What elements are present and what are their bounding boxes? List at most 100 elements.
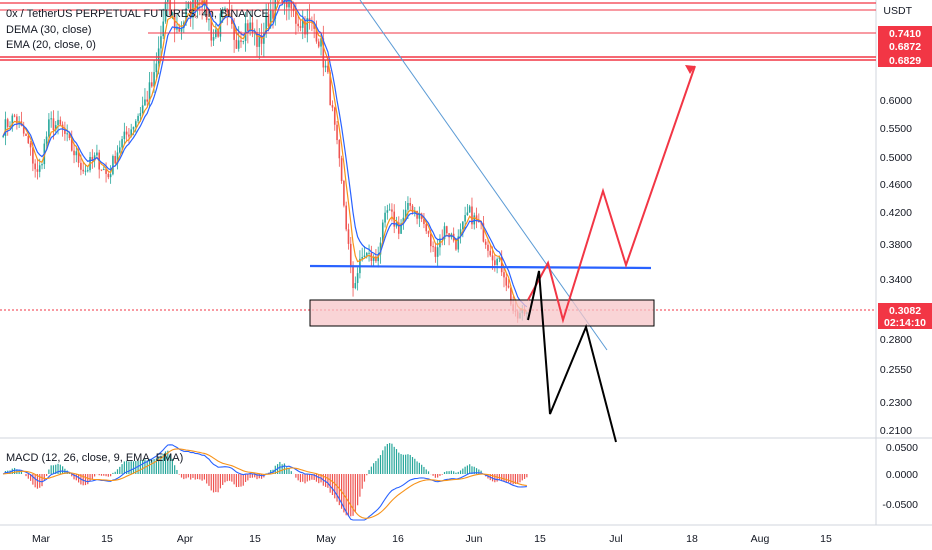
macd-tick: -0.0500 <box>882 499 918 511</box>
indicator-ema-label[interactable]: EMA (20, close, 0) <box>6 39 96 51</box>
candle-body <box>128 134 130 137</box>
candle-body <box>2 135 4 137</box>
candle-body <box>345 205 347 230</box>
candle-body <box>306 18 309 35</box>
candle-body <box>118 147 121 153</box>
candle-body <box>457 236 460 250</box>
candle-body <box>54 125 57 131</box>
indicator-dema-label[interactable]: DEMA (30, close) <box>6 24 92 36</box>
candle-body <box>45 136 48 144</box>
candle-body <box>466 212 469 216</box>
candle-body <box>377 254 380 262</box>
candle-body <box>427 231 430 234</box>
candle-body <box>180 28 183 32</box>
candle-body <box>471 206 473 225</box>
candle-body <box>178 26 181 32</box>
candle-body <box>150 82 153 87</box>
candle-body <box>91 156 94 161</box>
candle-body <box>464 215 466 222</box>
candle-body <box>27 135 30 144</box>
candle-body <box>269 10 272 27</box>
candle-body <box>407 202 409 210</box>
candle-body <box>75 151 78 156</box>
candle-body <box>112 156 114 175</box>
candle-body <box>381 222 384 243</box>
candle-body <box>468 206 471 213</box>
candle-body <box>301 20 304 28</box>
candle-body <box>41 164 43 166</box>
candle-body <box>157 48 160 64</box>
bearish-projection[interactable] <box>527 270 617 443</box>
demand-zone[interactable] <box>309 299 655 327</box>
price-axis-area[interactable] <box>876 0 932 550</box>
candle-body <box>379 242 382 255</box>
candle-body <box>494 260 496 265</box>
candle-body <box>125 131 128 135</box>
candle-body <box>160 36 162 49</box>
time-tick: Apr <box>177 533 194 545</box>
macd-label[interactable]: MACD (12, 26, close, 9, EMA, EMA) <box>6 452 183 464</box>
candle-body <box>258 35 261 47</box>
candle-body <box>317 41 320 47</box>
candle-body <box>86 170 89 172</box>
candle-body <box>105 169 107 174</box>
candle-body <box>221 10 224 14</box>
candle-body <box>349 243 352 266</box>
candle-body <box>299 26 302 28</box>
candle-body <box>496 258 498 265</box>
time-tick: 15 <box>534 533 546 545</box>
candle-body <box>22 125 25 134</box>
candle-body <box>80 162 82 170</box>
candle-body <box>356 273 359 284</box>
candle-body <box>272 10 274 19</box>
candle-body <box>459 229 462 237</box>
price-tick: 0.4600 <box>880 179 912 191</box>
candle-body <box>478 221 480 223</box>
candle-body <box>285 0 288 8</box>
candle-body <box>507 285 510 288</box>
time-tick: Mar <box>32 533 51 545</box>
candle-body <box>162 21 165 37</box>
candle-body <box>331 105 334 108</box>
time-tick: 15 <box>101 533 113 545</box>
candle-body <box>425 224 428 232</box>
candle-body <box>288 0 290 8</box>
candle-body <box>315 28 318 42</box>
candle-body <box>13 115 16 117</box>
candle-body <box>418 213 421 219</box>
candle-body <box>137 115 139 122</box>
bullish-projection[interactable] <box>527 65 696 324</box>
downtrend-line[interactable] <box>359 0 608 351</box>
candle-body <box>400 223 402 234</box>
candle-body <box>36 169 39 172</box>
time-tick: 15 <box>249 533 261 545</box>
candle-body <box>242 41 245 43</box>
candle-body <box>329 72 331 106</box>
candle-body <box>327 65 329 73</box>
candle-body <box>116 152 119 164</box>
candle-body <box>308 18 311 22</box>
time-axis-ticks[interactable]: Mar 15 Apr 15 May 16 Jun 15 Jul 18 Aug 15 <box>32 533 832 545</box>
candle-body <box>391 209 393 212</box>
candle-body <box>153 72 155 87</box>
price-tick: 0.5500 <box>880 123 912 135</box>
support-line[interactable] <box>309 264 652 270</box>
candle-body <box>404 209 407 218</box>
price-tag-value: 0.6872 <box>889 41 921 53</box>
time-tick: 15 <box>820 533 832 545</box>
candle-body <box>48 119 50 137</box>
candle-body <box>38 165 41 172</box>
candle-body <box>340 158 343 181</box>
price-tag-value: 0.7410 <box>889 28 921 40</box>
candle-body <box>57 119 59 126</box>
macd-tick: 0.0500 <box>886 442 918 454</box>
candle-body <box>235 39 238 49</box>
candle-body <box>500 257 503 273</box>
candle-body <box>64 128 66 134</box>
candle-body <box>68 133 71 139</box>
candle-body <box>132 126 135 130</box>
candle-body <box>25 133 27 136</box>
candle-body <box>121 139 123 148</box>
